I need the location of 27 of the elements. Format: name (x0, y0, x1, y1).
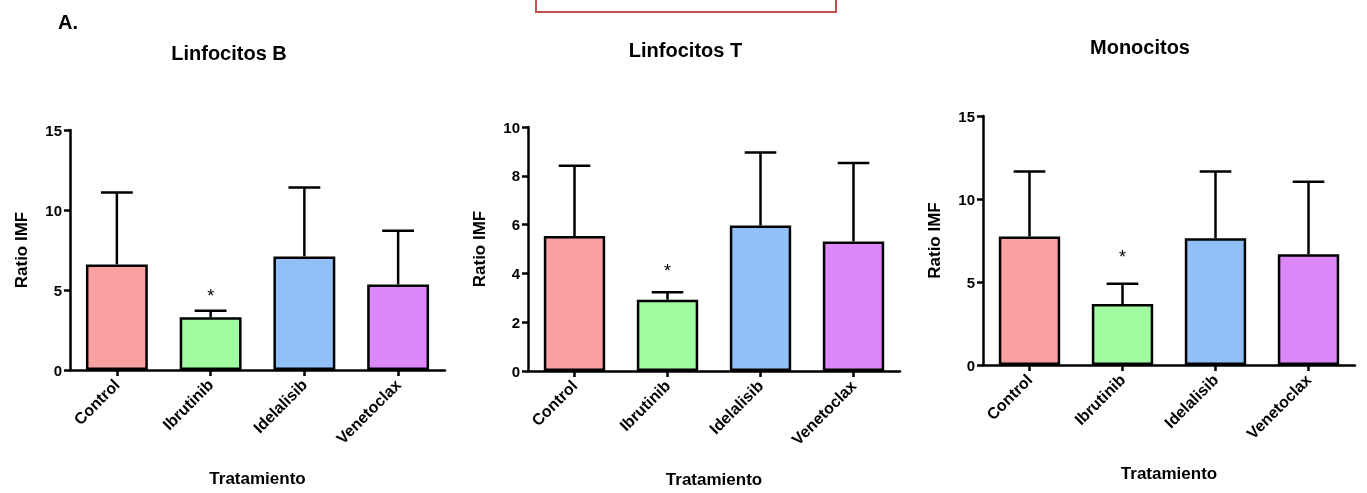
y-tick-label: 15 (45, 121, 62, 139)
y-tick-label: 0 (53, 361, 62, 379)
y-tick-label: 0 (511, 362, 520, 380)
annotation: * (1118, 246, 1127, 267)
y-tick-label: 10 (45, 201, 62, 219)
y-tick-label: 6 (511, 216, 520, 234)
chart-title: Linfocitos B (171, 42, 287, 64)
x-axis-title: Tratamiento (209, 469, 306, 488)
chart-title: Linfocitos T (628, 39, 743, 61)
y-tick-label: 10 (503, 118, 520, 136)
y-tick-label: 10 (958, 190, 975, 208)
y-tick-label: 5 (53, 281, 62, 299)
y-tick-label: 5 (966, 273, 975, 291)
annotation: * (663, 261, 672, 282)
y-tick-label: 8 (511, 167, 520, 185)
x-axis-title: Tratamiento (665, 470, 763, 489)
annotation: * (207, 285, 215, 306)
y-tick-label: 2 (511, 313, 520, 331)
y-axis-title: Ratio IMF (470, 210, 489, 288)
x-axis-title: Tratamiento (1120, 464, 1218, 483)
y-tick-label: 4 (511, 264, 521, 282)
y-axis-title: Ratio IMF (12, 211, 31, 289)
y-axis-title: Ratio IMF (925, 202, 944, 279)
y-tick-label: 0 (966, 356, 975, 374)
chart-title: Monocitos (1090, 36, 1190, 58)
y-tick-label: 15 (958, 107, 975, 125)
text: A. (58, 11, 78, 33)
